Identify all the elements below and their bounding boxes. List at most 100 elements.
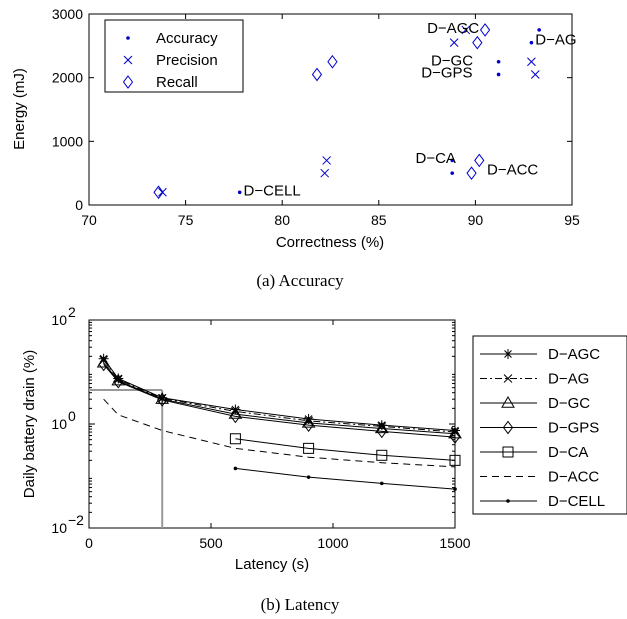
latency-x-tick-label: 1500	[439, 535, 470, 551]
latency-legend-marker-dag	[503, 374, 513, 383]
latency-point-dgps	[98, 357, 109, 372]
latency-y-tick-exponent: 0	[68, 408, 76, 424]
latency-point-dca	[376, 449, 388, 461]
accuracy-point-recall	[311, 67, 323, 82]
latency-line-dca	[235, 438, 456, 461]
latency-point-dgps	[230, 409, 241, 424]
accuracy-annotation: D−ACC	[487, 161, 538, 178]
accuracy-legend-marker-accuracy	[126, 36, 130, 40]
accuracy-legend-label: Precision	[156, 52, 218, 69]
latency-y-tick-label: 10	[51, 520, 67, 536]
accuracy-series-recall	[153, 23, 491, 200]
accuracy-point-accuracy	[537, 28, 541, 32]
accuracy-point-precision	[449, 38, 459, 48]
latency-legend-box	[472, 335, 627, 515]
accuracy-annotation: D−CELL	[244, 182, 301, 199]
accuracy-point-recall	[472, 35, 483, 50]
accuracy-point-precision	[461, 25, 471, 35]
accuracy-point-recall	[153, 185, 164, 200]
accuracy-annotation: D−CA	[416, 150, 456, 167]
accuracy-caption: (a) Accuracy	[256, 271, 344, 290]
latency-line-dgc	[103, 362, 456, 435]
latency-point-dca	[449, 454, 461, 466]
latency-point-dag	[157, 394, 167, 403]
accuracy-y-tick-label: 2000	[52, 70, 83, 86]
latency-point-dgc	[448, 426, 462, 439]
accuracy-point-recall	[466, 166, 477, 181]
latency-legend-marker-dca	[502, 446, 514, 458]
latency-line-dgps	[103, 364, 456, 438]
accuracy-point-accuracy	[496, 72, 501, 77]
accuracy-legend: Accuracy Precision Recall	[104, 19, 244, 93]
accuracy-point-recall	[474, 153, 485, 168]
accuracy-x-tick-label: 70	[81, 212, 97, 228]
accuracy-legend-label: Recall	[156, 74, 198, 91]
accuracy-y-tick-label: 0	[75, 197, 83, 213]
accuracy-series-precision	[158, 25, 540, 197]
accuracy-x-tick-label: 80	[274, 212, 290, 228]
accuracy-x-tick-label: 95	[564, 212, 580, 228]
latency-line-dcell	[235, 467, 456, 490]
latency-point-dca	[229, 433, 241, 445]
latency-legend-marker-dagc	[503, 349, 513, 359]
latency-series-dcell	[233, 466, 457, 491]
accuracy-series-accuracy	[237, 28, 541, 195]
latency-y-tick-label: 10	[51, 312, 67, 328]
accuracy-point-precision	[158, 187, 167, 197]
latency-point-dgc	[301, 415, 316, 428]
accuracy-legend-box	[104, 19, 244, 93]
latency-point-dgps	[303, 418, 314, 432]
latency-y-tick-label: 10	[51, 416, 67, 432]
latency-x-tick-label: 500	[199, 535, 223, 551]
latency-series-dca	[229, 433, 461, 466]
accuracy-point-recall	[327, 54, 338, 69]
accuracy-legend-marker-precision	[123, 55, 133, 65]
accuracy-y-tick-label: 3000	[52, 6, 83, 22]
accuracy-point-precision	[320, 168, 330, 178]
latency-caption: (b) Latency	[261, 595, 340, 614]
accuracy-annotation: D−GPS	[421, 65, 472, 82]
accuracy-x-tick-label: 90	[468, 212, 484, 228]
latency-legend-label: D−AG	[548, 371, 589, 388]
accuracy-point-accuracy	[496, 59, 501, 64]
latency-point-dcell	[233, 466, 238, 471]
accuracy-point-precision	[530, 70, 540, 79]
accuracy-y-tick-label: 1000	[52, 133, 83, 149]
latency-point-dcell	[380, 481, 384, 486]
accuracy-x-axis-label: Correctness (%)	[276, 234, 384, 251]
latency-legend: D−AGC D−AG D−GC D−GPS D−CA D−ACC D−CELL	[472, 335, 627, 515]
latency-legend-label: D−GPS	[548, 420, 599, 437]
accuracy-y-axis-label: Energy (mJ)	[11, 68, 28, 150]
accuracy-point-precision	[527, 57, 536, 67]
latency-point-dgps	[449, 430, 461, 444]
accuracy-point-accuracy	[237, 190, 242, 195]
latency-series-dgps	[98, 357, 461, 444]
latency-x-tick-label: 1000	[317, 535, 348, 551]
latency-legend-marker-dcell	[506, 499, 510, 503]
latency-legend-label: D−CELL	[548, 493, 605, 510]
accuracy-annotation: D−AGC	[427, 20, 479, 37]
latency-point-dgc	[228, 407, 243, 419]
latency-x-tick-label: 0	[85, 535, 93, 551]
accuracy-annotation: D−AG	[535, 32, 576, 49]
latency-line-dacc	[103, 398, 456, 468]
latency-y-tick-exponent: −2	[68, 512, 84, 528]
latency-point-dgps	[113, 374, 124, 389]
latency-y-tick-exponent: 2	[68, 304, 76, 320]
latency-point-dgps	[376, 424, 387, 439]
accuracy-plot-frame	[88, 13, 573, 206]
accuracy-point-accuracy	[450, 158, 455, 163]
accuracy-point-recall	[479, 23, 491, 37]
latency-series-dacc	[103, 398, 456, 468]
latency-x-axis-label: Latency (s)	[235, 556, 309, 573]
latency-point-dcell	[453, 487, 457, 491]
latency-point-dcell	[306, 475, 311, 479]
latency-point-dca	[303, 442, 315, 454]
latency-legend-label: D−GC	[548, 395, 590, 412]
latency-legend-label: D−ACC	[548, 469, 599, 486]
accuracy-point-accuracy	[450, 171, 455, 175]
accuracy-legend-label: Accuracy	[156, 30, 218, 47]
